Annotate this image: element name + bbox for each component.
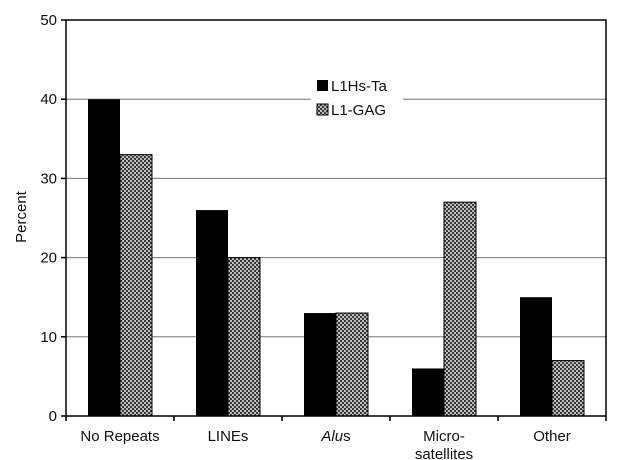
bar-l1hs-ta: [88, 99, 120, 416]
x-category-label: Alus: [320, 428, 350, 445]
bar-l1hs-ta: [520, 297, 552, 416]
x-category-label: LINEs: [208, 428, 249, 445]
x-category-label: No Repeats: [80, 428, 159, 445]
legend: L1Hs-Ta L1-GAG: [311, 72, 403, 126]
y-axis-label: Percent: [13, 190, 30, 243]
bars: [88, 99, 585, 417]
bar-l1-gag: [119, 154, 153, 417]
legend-swatch-l1hs-ta: [317, 80, 328, 91]
y-tick-label: 0: [49, 408, 57, 425]
bar-l1hs-ta: [304, 313, 336, 416]
y-tick-label: 40: [40, 91, 57, 108]
axes: [61, 19, 607, 421]
plot-frame: [65, 19, 607, 417]
x-category-label: satellites: [415, 446, 473, 460]
bar-l1-gag: [551, 360, 585, 417]
bar-l1hs-ta: [196, 210, 228, 416]
y-tick-label: 20: [40, 250, 57, 267]
x-category-label: Other: [533, 428, 571, 445]
legend-label-l1hs-ta: L1Hs-Ta: [331, 78, 388, 95]
y-tick-label: 10: [40, 329, 57, 346]
x-category-label: Micro-: [423, 428, 465, 445]
y-tick-label: 50: [40, 12, 57, 29]
legend-swatch-l1-gag: [316, 103, 329, 116]
x-category-labels: No Repeats LINEs Alus Micro-satellites Other: [80, 428, 570, 460]
bar-l1-gag: [335, 312, 369, 417]
bar-l1-gag: [443, 201, 477, 417]
y-tick-label: 30: [40, 170, 57, 187]
bar-l1hs-ta: [412, 368, 444, 416]
legend-label-l1-gag: L1-GAG: [331, 102, 386, 119]
y-tick-labels: 0 10 20 30 40 50: [40, 12, 57, 425]
bar-l1-gag: [227, 257, 261, 417]
